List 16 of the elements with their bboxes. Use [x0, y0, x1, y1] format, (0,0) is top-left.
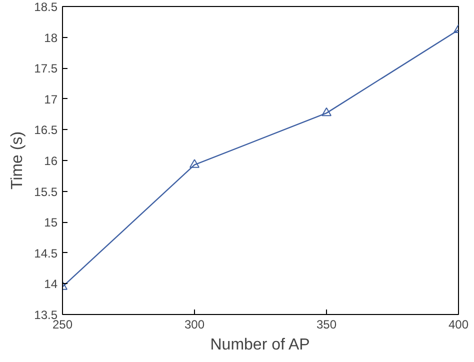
x-tick-label: 300 — [184, 318, 205, 332]
y-tick-label: 15 — [44, 216, 58, 230]
y-tick-label: 18 — [44, 30, 58, 45]
x-tick-label: 350 — [316, 318, 337, 332]
x-axis-title: Number of AP — [210, 336, 310, 354]
y-tick-label: 16.5 — [34, 123, 58, 138]
y-tick-label: 15.5 — [34, 184, 58, 199]
y-tick-label: 17 — [44, 92, 58, 106]
y-axis-title: Time (s) — [9, 131, 26, 190]
x-tick-label: 400 — [448, 318, 469, 332]
y-tick-label: 14 — [44, 277, 58, 292]
y-tick-label: 16 — [44, 154, 58, 168]
x-tick-label: 250 — [52, 318, 73, 332]
y-tick-label: 17.5 — [34, 62, 58, 76]
y-tick-label: 14.5 — [34, 246, 58, 260]
y-tick-label: 18.5 — [34, 0, 58, 14]
